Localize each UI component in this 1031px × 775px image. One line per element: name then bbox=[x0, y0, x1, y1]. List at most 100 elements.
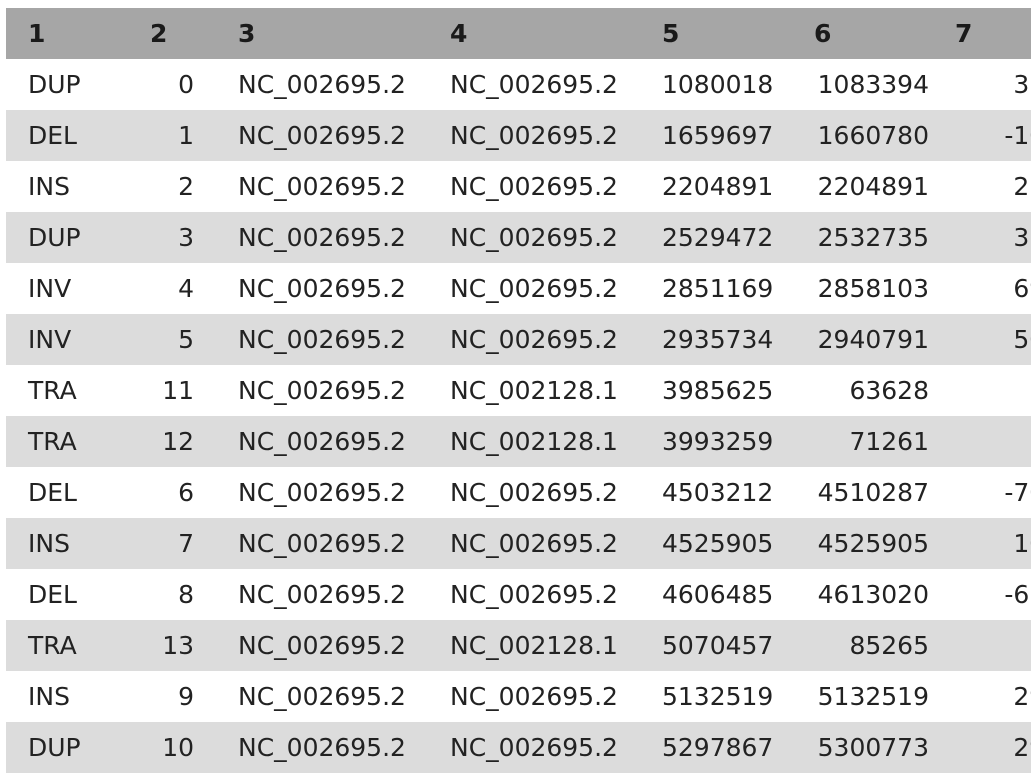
table-cell-col-3: NC_002695.2 bbox=[238, 580, 406, 609]
table-cell-col-7: -7075 bbox=[1004, 478, 1031, 507]
table-cell-col-4: NC_002695.2 bbox=[450, 274, 618, 303]
table-cell-col-2: 7 bbox=[178, 529, 194, 558]
table-cell-col-7: 6934 bbox=[1013, 274, 1031, 303]
table-cell-col-3: NC_002695.2 bbox=[238, 172, 406, 201]
table-cell-col-1: TRA bbox=[28, 376, 77, 405]
table-cell-col-3: NC_002695.2 bbox=[238, 682, 406, 711]
table-cell-col-2: 1 bbox=[178, 121, 194, 150]
data-table: 1 2 3 4 5 6 7 DUP 0 NC_002695.2 NC_002695.2… bbox=[6, 8, 1031, 773]
table-cell-col-5: 4606485 bbox=[662, 580, 774, 609]
table-cell-col-4: NC_002695.2 bbox=[450, 733, 618, 762]
table-cell-col-5: 3993259 bbox=[662, 427, 774, 456]
table-row[interactable]: TRA 11 NC_002695.2 NC_002128.1 3985625 636281 bbox=[6, 365, 1031, 416]
table-cell-col-6: 85265 bbox=[849, 631, 929, 660]
table-cell-col-4: NC_002695.2 bbox=[450, 172, 618, 201]
table-cell-col-3: NC_002695.2 bbox=[238, 427, 406, 456]
table-row[interactable]: TRA 12 NC_002695.2 NC_002128.1 3993259 712611 bbox=[6, 416, 1031, 467]
table-cell-col-1: INS bbox=[28, 529, 70, 558]
table-cell-col-2: 3 bbox=[178, 223, 194, 252]
table-cell-col-5: 5132519 bbox=[662, 682, 774, 711]
table-cell-col-3: NC_002695.2 bbox=[238, 478, 406, 507]
table-cell-col-1: INV bbox=[28, 325, 72, 354]
table-row[interactable]: DUP 0 NC_002695.2 NC_002695.2 1080018 1083394… bbox=[6, 59, 1031, 110]
table-cell-col-2: 6 bbox=[178, 478, 194, 507]
table-cell-col-6: 5300773 bbox=[817, 733, 929, 762]
table-cell-col-4: NC_002695.2 bbox=[450, 325, 618, 354]
table-body: DUP 0 NC_002695.2 NC_002695.2 1080018 1083394… bbox=[6, 59, 1031, 773]
column-header-6[interactable]: 6 bbox=[814, 19, 832, 48]
table-cell-col-3: NC_002695.2 bbox=[238, 631, 406, 660]
column-header-2[interactable]: 2 bbox=[150, 19, 168, 48]
table-row[interactable]: INS 9 NC_002695.2 NC_002695.2 5132519 5132519… bbox=[6, 671, 1031, 722]
table-cell-col-3: NC_002695.2 bbox=[238, 529, 406, 558]
table-cell-col-5: 2529472 bbox=[662, 223, 774, 252]
table-cell-col-5: 2851169 bbox=[662, 274, 774, 303]
table-row[interactable]: INV 5 NC_002695.2 NC_002695.2 2935734 2940791… bbox=[6, 314, 1031, 365]
header-row: 1 2 3 4 5 6 7 bbox=[6, 8, 1031, 59]
table-row[interactable]: DUP 10 NC_002695.2 NC_002695.2 5297867 530077… bbox=[6, 722, 1031, 773]
table-cell-col-1: DUP bbox=[28, 70, 81, 99]
column-header-4[interactable]: 4 bbox=[450, 19, 468, 48]
table-cell-col-2: 9 bbox=[178, 682, 194, 711]
table-cell-col-3: NC_002695.2 bbox=[238, 733, 406, 762]
table-cell-col-2: 2 bbox=[178, 172, 194, 201]
table-cell-col-5: 2935734 bbox=[662, 325, 774, 354]
table-row[interactable]: DEL 1 NC_002695.2 NC_002695.2 1659697 1660780… bbox=[6, 110, 1031, 161]
table-cell-col-7: 2243 bbox=[1013, 172, 1031, 201]
table-cell-col-5: 1659697 bbox=[662, 121, 774, 150]
table-row[interactable]: INS 7 NC_002695.2 NC_002695.2 4525905 4525905… bbox=[6, 518, 1031, 569]
table-row[interactable]: DEL 8 NC_002695.2 NC_002695.2 4606485 4613020… bbox=[6, 569, 1031, 620]
table-cell-col-7: -6535 bbox=[1004, 580, 1031, 609]
table-row[interactable]: DEL 6 NC_002695.2 NC_002695.2 4503212 4510287… bbox=[6, 467, 1031, 518]
table-cell-col-4: NC_002695.2 bbox=[450, 529, 618, 558]
table-cell-col-4: NC_002695.2 bbox=[450, 478, 618, 507]
table-cell-col-4: NC_002695.2 bbox=[450, 70, 618, 99]
table-cell-col-5: 5297867 bbox=[662, 733, 774, 762]
column-header-3[interactable]: 3 bbox=[238, 19, 256, 48]
table-cell-col-1: INS bbox=[28, 682, 70, 711]
table-cell-col-3: NC_002695.2 bbox=[238, 376, 406, 405]
table-cell-col-1: INS bbox=[28, 172, 70, 201]
table-cell-col-4: NC_002128.1 bbox=[450, 631, 618, 660]
table-cell-col-3: NC_002695.2 bbox=[238, 274, 406, 303]
table-header: 1 2 3 4 5 6 7 bbox=[6, 8, 1031, 59]
table-cell-col-6: 2532735 bbox=[817, 223, 929, 252]
table-cell-col-7: -1083 bbox=[1004, 121, 1031, 150]
table-cell-col-6: 5132519 bbox=[817, 682, 929, 711]
table-cell-col-7: 2909 bbox=[1013, 682, 1031, 711]
table-row[interactable]: TRA 13 NC_002695.2 NC_002128.1 5070457 852651 bbox=[6, 620, 1031, 671]
table-cell-col-2: 11 bbox=[162, 376, 194, 405]
table-cell-col-6: 4510287 bbox=[817, 478, 929, 507]
table-cell-col-7: 1 bbox=[929, 365, 1031, 416]
table-cell-col-3: NC_002695.2 bbox=[238, 325, 406, 354]
table-cell-col-2: 4 bbox=[178, 274, 194, 303]
table-cell-col-4: NC_002128.1 bbox=[450, 427, 618, 456]
table-row[interactable]: INV 4 NC_002695.2 NC_002695.2 2851169 2858103… bbox=[6, 263, 1031, 314]
table-cell-col-5: 3985625 bbox=[662, 376, 774, 405]
table-cell-col-4: NC_002128.1 bbox=[450, 376, 618, 405]
table-cell-col-2: 10 bbox=[162, 733, 194, 762]
table-cell-col-2: 5 bbox=[178, 325, 194, 354]
table-cell-col-1: DEL bbox=[28, 580, 77, 609]
table-row[interactable]: INS 2 NC_002695.2 NC_002695.2 2204891 2204891… bbox=[6, 161, 1031, 212]
column-header-5[interactable]: 5 bbox=[662, 19, 680, 48]
table-row[interactable]: DUP 3 NC_002695.2 NC_002695.2 2529472 2532735… bbox=[6, 212, 1031, 263]
table-cell-col-5: 2204891 bbox=[662, 172, 774, 201]
table-cell-col-7: 5057 bbox=[1013, 325, 1031, 354]
table-cell-col-7: 2906 bbox=[1013, 733, 1031, 762]
table-cell-col-4: NC_002695.2 bbox=[450, 223, 618, 252]
table-cell-col-5: 4525905 bbox=[662, 529, 774, 558]
table-cell-col-6: 2858103 bbox=[817, 274, 929, 303]
table-cell-col-2: 13 bbox=[162, 631, 194, 660]
table-cell-col-4: NC_002695.2 bbox=[450, 580, 618, 609]
column-header-7[interactable]: 7 bbox=[955, 19, 973, 48]
column-header-1[interactable]: 1 bbox=[28, 19, 46, 48]
table-cell-col-1: TRA bbox=[28, 631, 77, 660]
table-cell-col-6: 1660780 bbox=[817, 121, 929, 150]
table-cell-col-6: 4613020 bbox=[817, 580, 929, 609]
table-cell-col-1: INV bbox=[28, 274, 72, 303]
table-cell-col-1: DUP bbox=[28, 733, 81, 762]
table-cell-col-5: 4503212 bbox=[662, 478, 774, 507]
table-cell-col-7: 1 bbox=[929, 620, 1031, 671]
table-cell-col-7: 3376 bbox=[1013, 70, 1031, 99]
